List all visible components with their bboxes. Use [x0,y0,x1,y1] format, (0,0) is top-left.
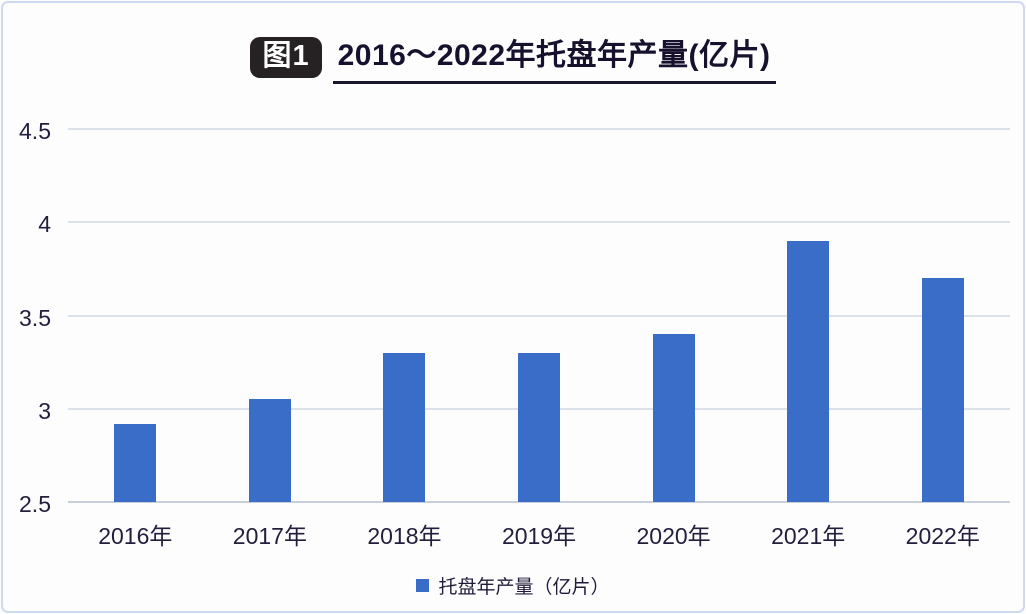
x-axis-tick-label: 2016年 [98,523,173,549]
y-axis-tick-label: 3 [38,397,51,424]
gridline-4 [68,221,1010,224]
x-axis-tick-label: 2020年 [636,523,711,549]
bar-2020年 [652,334,695,502]
legend-label: 托盘年产量（亿片） [438,577,610,598]
gridline-2.5 [68,501,1010,503]
y-axis-tick-label: 2.5 [19,491,51,517]
legend-swatch [416,579,430,592]
bar-slot: 2018年 [337,129,472,549]
bar-slot: 2016年 [68,129,203,549]
plot-area: 2.5 3 3.5 4 4.5 2016年 2017年 2018年 2019年 2020年 202… [19,120,1010,549]
bars-row: 2016年 2017年 2018年 2019年 2020年 2021年 2022年 [68,129,1010,549]
bar-2022年 [921,278,964,502]
y-axis-tick-label: 4.5 [19,118,51,144]
x-axis-tick-label: 2017年 [232,523,307,549]
bar-slot: 2019年 [472,129,607,549]
bar-2019年 [518,352,561,502]
chart-header: 图1 2016～2022年托盘年产量(亿片) [0,30,1026,84]
bar-slot: 2017年 [203,129,338,549]
x-axis-tick-label: 2021年 [771,523,846,549]
y-axis-tick-label: 4 [38,211,51,238]
bar-slot: 2021年 [741,129,876,549]
bar-slot: 2020年 [606,129,741,549]
gridline-3.5 [68,314,1010,317]
y-axis-tick-label: 3.5 [19,304,51,331]
x-axis-tick-label: 2022年 [905,523,980,549]
bar-2017年 [248,399,291,502]
legend: 托盘年产量（亿片） [0,572,1026,599]
bar-slot: 2022年 [875,129,1010,549]
bar-2021年 [787,240,830,502]
figure-number-badge: 图1 [250,36,322,78]
chart-title: 2016～2022年托盘年产量(亿片) [332,30,776,84]
bar-2016年 [114,423,157,502]
gridline-4.5 [68,128,1010,130]
bar-2018年 [383,352,426,502]
x-axis-tick-label: 2019年 [501,523,577,549]
x-axis-tick-label: 2018年 [367,523,442,549]
